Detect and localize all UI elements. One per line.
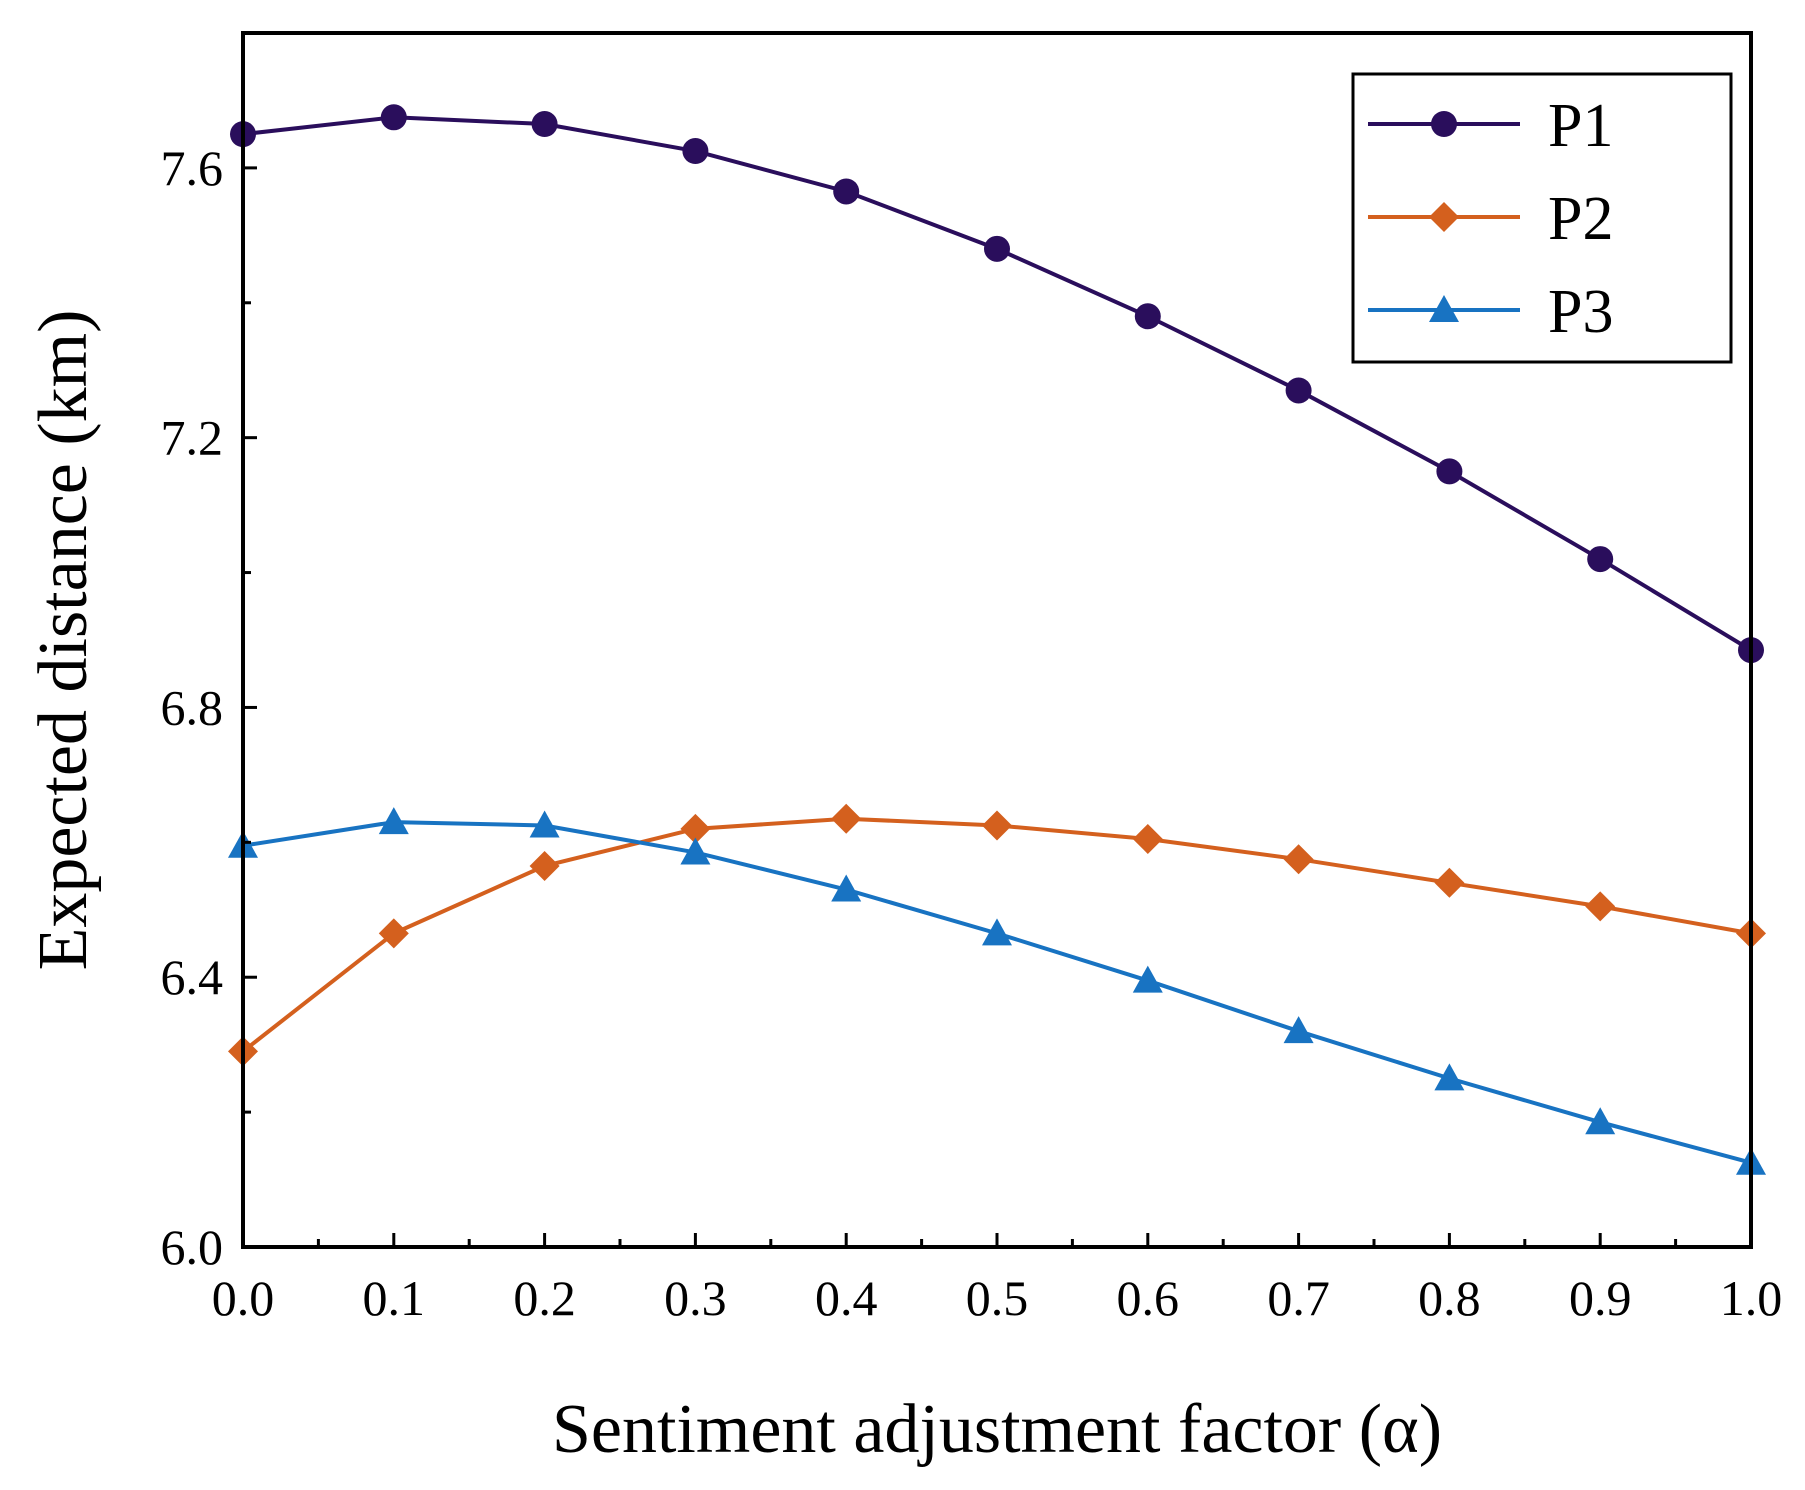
x-tick-label: 0.8 bbox=[1418, 1270, 1481, 1326]
x-tick-label: 0.6 bbox=[1117, 1270, 1180, 1326]
data-point-P2 bbox=[378, 918, 409, 949]
series-line-P3 bbox=[242, 820, 1752, 1165]
x-tick-label: 0.9 bbox=[1569, 1270, 1632, 1326]
legend-swatch-marker bbox=[1431, 111, 1457, 137]
y-tick-label: 7.2 bbox=[161, 410, 224, 466]
axis-layer: 0.0 0.1 0.2 0.3 0.4 0.5 0.6 0.7 0.8 0.9 1.0 6.0 6.4 6… bbox=[161, 140, 1783, 1326]
series-P2 bbox=[228, 803, 1766, 1067]
legend-item-P2: P2 bbox=[1368, 185, 1613, 253]
x-tick-label: 0.5 bbox=[966, 1270, 1029, 1326]
legend-item-P1: P1 bbox=[1368, 92, 1613, 160]
legend-item-P3: P3 bbox=[1368, 278, 1613, 346]
data-point-P1 bbox=[1587, 546, 1614, 573]
legend-label: P2 bbox=[1548, 185, 1613, 253]
data-point-P1 bbox=[682, 138, 709, 165]
data-point-P3 bbox=[1585, 1107, 1616, 1135]
data-point-P2 bbox=[982, 810, 1012, 841]
data-point-P1 bbox=[1134, 303, 1161, 330]
series-layer bbox=[228, 104, 1766, 1175]
data-point-P2 bbox=[1434, 867, 1465, 898]
data-point-P3 bbox=[1132, 965, 1163, 993]
data-point-P3 bbox=[680, 837, 711, 865]
x-axis-title: Sentiment adjustment factor (α) bbox=[552, 1391, 1442, 1468]
data-point-P3 bbox=[529, 810, 560, 838]
data-point-P2 bbox=[1585, 891, 1616, 922]
x-tick-label: 0.1 bbox=[363, 1270, 426, 1326]
data-point-P3 bbox=[378, 807, 409, 835]
data-point-P1 bbox=[531, 111, 558, 138]
y-tick-label: 6.4 bbox=[161, 949, 224, 1005]
legend: P1 P2 P3 bbox=[1351, 72, 1733, 364]
y-tick-label: 6.8 bbox=[161, 679, 224, 735]
legend-swatch-marker bbox=[1429, 202, 1459, 232]
x-tick-label: 0.0 bbox=[212, 1270, 275, 1326]
data-point-P1 bbox=[1436, 458, 1463, 485]
data-point-P2 bbox=[529, 850, 560, 881]
y-tick-label: 7.6 bbox=[161, 140, 224, 196]
legend-label: P3 bbox=[1548, 278, 1613, 346]
x-tick-label: 1.0 bbox=[1720, 1270, 1783, 1326]
x-tick-label: 0.2 bbox=[513, 1270, 576, 1326]
data-point-P2 bbox=[1132, 823, 1163, 854]
legend-label: P1 bbox=[1548, 92, 1613, 160]
data-point-P1 bbox=[833, 178, 860, 205]
data-point-P1 bbox=[380, 104, 407, 131]
x-tick-label: 0.7 bbox=[1267, 1270, 1330, 1326]
y-tick-label: 6.0 bbox=[161, 1219, 224, 1275]
data-point-P3 bbox=[1434, 1063, 1465, 1091]
series-P3 bbox=[228, 807, 1766, 1175]
x-tick-label: 0.3 bbox=[664, 1270, 727, 1326]
x-tick-label: 0.4 bbox=[815, 1270, 878, 1326]
data-point-P3 bbox=[831, 874, 862, 902]
data-point-P2 bbox=[680, 813, 711, 844]
data-point-P1 bbox=[1285, 377, 1312, 404]
data-point-P2 bbox=[1283, 844, 1314, 875]
data-point-P3 bbox=[982, 918, 1012, 946]
y-axis-title: Expected distance (km) bbox=[25, 310, 102, 971]
data-point-P3 bbox=[1283, 1016, 1314, 1044]
data-point-P2 bbox=[831, 803, 862, 834]
legend-swatch-marker bbox=[1429, 295, 1459, 322]
series-P1 bbox=[230, 104, 1764, 664]
data-point-P1 bbox=[984, 235, 1010, 262]
